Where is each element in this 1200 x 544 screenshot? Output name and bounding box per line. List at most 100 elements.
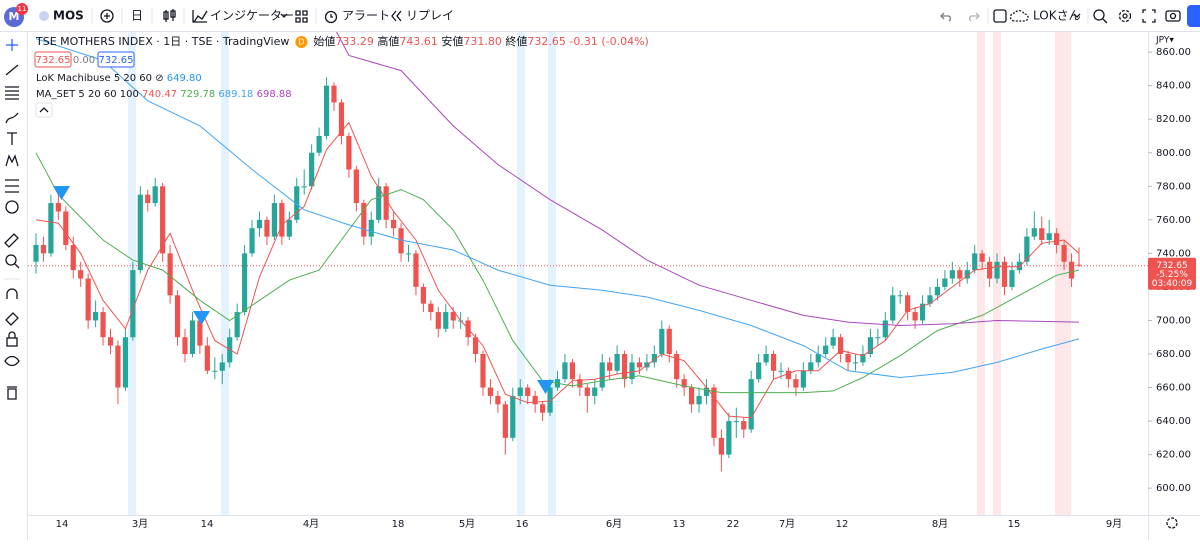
visibility-tool[interactable] [4, 355, 20, 367]
candle-body [808, 362, 814, 371]
crosshair-tool[interactable] [6, 39, 18, 51]
price-label-box [1148, 257, 1196, 290]
candle-body [48, 203, 54, 254]
forecast-tool[interactable] [5, 179, 19, 193]
draw-mode[interactable] [5, 312, 19, 326]
settings[interactable] [1118, 9, 1132, 23]
indicator-legend: MA_SET 5 20 60 100 740.47 729.78 689.18 … [36, 89, 292, 100]
text-tool[interactable] [7, 132, 17, 145]
candle-body [40, 244, 47, 254]
legend: TSE MOTHERS INDEX · 1日 · TSE · TradingVi… [34, 34, 649, 118]
legend-collapse[interactable] [35, 102, 53, 118]
chart-type[interactable] [163, 9, 176, 22]
brush-tool[interactable] [5, 112, 19, 124]
candle-body [838, 337, 844, 354]
candle-body [823, 345, 829, 354]
candle-body [264, 219, 270, 237]
candle-body [949, 270, 955, 279]
x-tick-label: 8月 [932, 518, 948, 530]
indicator-value: 649.80 [167, 73, 202, 84]
candle-body [1039, 228, 1045, 240]
x-tick-label: 16 [516, 519, 529, 530]
candle-body [70, 244, 76, 271]
alert-icon[interactable] [324, 10, 338, 24]
undo[interactable] [940, 12, 951, 22]
candle-body [242, 253, 248, 313]
snapshot[interactable] [1165, 10, 1181, 22]
x-tick-label: 14 [56, 519, 69, 530]
fib-tool[interactable] [5, 86, 19, 100]
x-tick-label: 22 [727, 519, 740, 530]
redo[interactable] [969, 12, 980, 22]
candle-body [495, 395, 501, 405]
candle-body [994, 261, 1000, 279]
fullscreen[interactable] [1142, 9, 1156, 23]
axis-settings[interactable] [1166, 517, 1178, 529]
zoom-tool[interactable] [5, 254, 17, 266]
indicators-button[interactable]: インジケーター [210, 9, 294, 23]
candle-body [197, 320, 203, 346]
add-symbol[interactable] [100, 9, 114, 23]
candle-body [905, 295, 911, 313]
candle-body [569, 362, 575, 380]
candle-body [353, 169, 359, 204]
candle-body [1061, 244, 1067, 262]
layout-icon[interactable] [295, 10, 308, 23]
candle-body [63, 211, 69, 245]
user-name[interactable]: LOKさん [1033, 9, 1081, 23]
indicator-icon[interactable] [192, 10, 208, 23]
magnet-tool[interactable] [6, 288, 18, 299]
indicator-value: 689.18 [218, 89, 253, 100]
open-value: 733.29 [335, 35, 374, 48]
alert-button[interactable]: アラート [342, 9, 390, 23]
lock-tool[interactable] [6, 337, 18, 347]
candle-body [957, 270, 963, 279]
signal-marker [193, 311, 210, 325]
interval[interactable]: 日 [131, 9, 143, 23]
candle-body [480, 354, 486, 388]
candle-body [547, 387, 553, 413]
trendline-tool[interactable] [5, 64, 19, 76]
signal-band [548, 32, 556, 515]
cloud-icon [1009, 9, 1029, 22]
signal-band [221, 32, 229, 515]
replay-icon[interactable] [391, 10, 402, 22]
candle-body [286, 219, 292, 237]
ask-box[interactable] [97, 51, 135, 68]
x-tick-label: 6月 [606, 518, 622, 530]
candle-body [435, 312, 441, 329]
candle-body [331, 85, 337, 103]
symbol-title: TSE MOTHERS INDEX · 1日 · TSE · TradingVi… [35, 35, 289, 48]
icon-tool[interactable] [5, 200, 19, 214]
market-status [295, 36, 308, 48]
candle-body [778, 370, 784, 372]
checkbox[interactable] [993, 9, 1007, 23]
candle-body [160, 186, 166, 254]
high-value: 743.61 [399, 35, 438, 48]
delete-tool[interactable] [7, 386, 17, 400]
candle-body [212, 370, 218, 372]
ruler-tool[interactable] [4, 233, 19, 248]
candle-body [621, 354, 628, 380]
bid-box[interactable] [34, 51, 72, 68]
candle-body [1046, 233, 1052, 240]
x-tick-label: 9月 [1106, 518, 1122, 530]
x-tick-label: 7月 [779, 518, 795, 530]
y-tick-label: 860.00 [1156, 47, 1191, 58]
search[interactable] [1093, 9, 1105, 21]
replay-button[interactable]: リプレイ [406, 9, 454, 23]
candle-body [875, 337, 881, 339]
currency[interactable]: JPY▾ [1155, 36, 1174, 46]
candle-body [294, 186, 300, 220]
candle-body [770, 354, 777, 371]
symbol[interactable]: MOS [53, 9, 84, 23]
candle-body [323, 85, 330, 136]
pattern-tool[interactable] [5, 154, 19, 167]
candle-body [428, 303, 434, 313]
candle-body [785, 370, 792, 380]
plot [28, 32, 1148, 472]
publish-button[interactable] [1187, 5, 1200, 27]
candle-body [413, 253, 419, 287]
candle-body [189, 320, 196, 354]
indicator-value: 740.47 [142, 89, 177, 100]
